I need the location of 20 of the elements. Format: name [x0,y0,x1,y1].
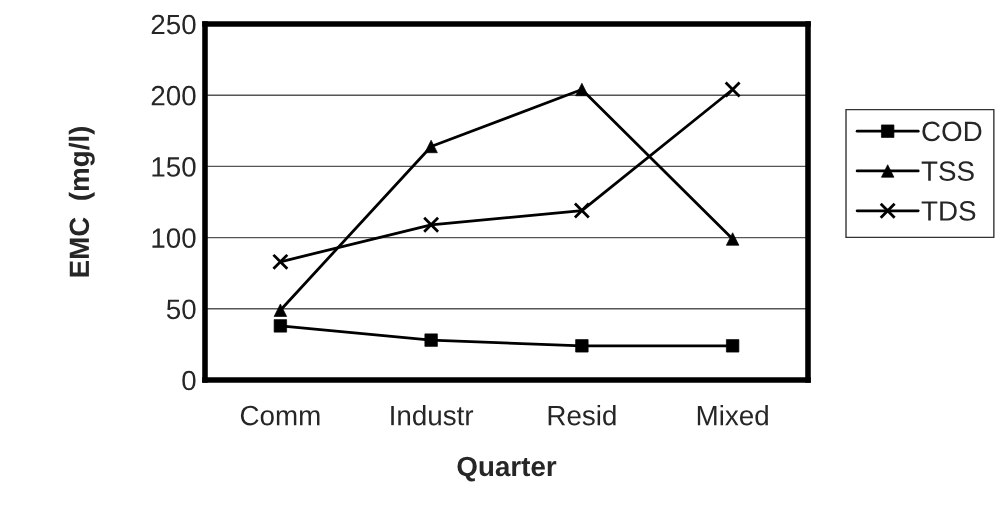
y-axis-title: EMC (mg/l) [68,127,95,277]
legend-label: TDS [921,201,976,221]
point [422,216,440,234]
point [272,253,289,271]
y-tick-label: 100 [152,228,196,248]
y-tick-label: 200 [151,85,196,106]
y-tick-label: 0 [182,370,196,391]
x-tick-label: Industr [391,405,474,426]
x-tick-label: Resid [548,405,616,426]
y-tick-label: 150 [152,157,196,177]
point [573,202,591,219]
point [724,81,741,98]
x-tick-label: Mixed [697,405,768,426]
point [726,339,740,353]
y-tick-label: 250 [151,14,196,35]
legend-label: TSS [921,161,974,181]
x-tick-label: Comm [240,405,320,426]
y-tick-label: 50 [166,299,196,320]
legend-label: COD [922,121,982,142]
x-axis-title: Quarter [457,456,557,482]
